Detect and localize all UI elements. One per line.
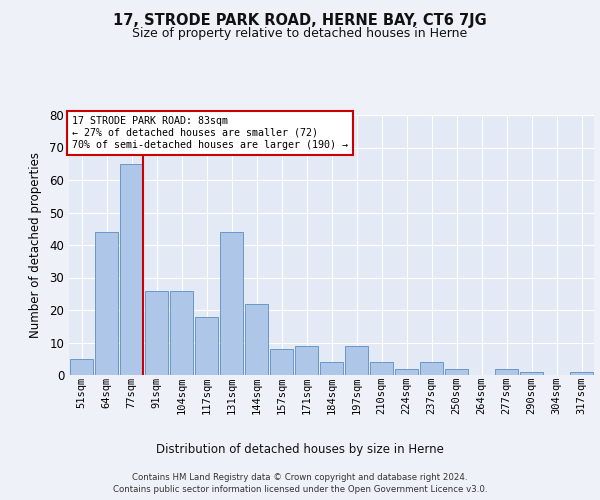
Bar bbox=[119, 164, 143, 375]
Bar bbox=[370, 362, 394, 375]
Bar bbox=[170, 290, 193, 375]
Text: Contains public sector information licensed under the Open Government Licence v3: Contains public sector information licen… bbox=[113, 485, 487, 494]
Bar bbox=[95, 232, 118, 375]
Bar bbox=[569, 372, 593, 375]
Y-axis label: Number of detached properties: Number of detached properties bbox=[29, 152, 43, 338]
Bar bbox=[194, 316, 218, 375]
Text: Contains HM Land Registry data © Crown copyright and database right 2024.: Contains HM Land Registry data © Crown c… bbox=[132, 472, 468, 482]
Bar bbox=[344, 346, 368, 375]
Text: Size of property relative to detached houses in Herne: Size of property relative to detached ho… bbox=[133, 28, 467, 40]
Text: Distribution of detached houses by size in Herne: Distribution of detached houses by size … bbox=[156, 442, 444, 456]
Bar bbox=[520, 372, 544, 375]
Bar bbox=[245, 304, 268, 375]
Bar bbox=[419, 362, 443, 375]
Text: 17 STRODE PARK ROAD: 83sqm
← 27% of detached houses are smaller (72)
70% of semi: 17 STRODE PARK ROAD: 83sqm ← 27% of deta… bbox=[71, 116, 347, 150]
Bar bbox=[395, 368, 418, 375]
Bar bbox=[220, 232, 244, 375]
Bar bbox=[445, 368, 469, 375]
Text: 17, STRODE PARK ROAD, HERNE BAY, CT6 7JG: 17, STRODE PARK ROAD, HERNE BAY, CT6 7JG bbox=[113, 12, 487, 28]
Bar bbox=[494, 368, 518, 375]
Bar bbox=[295, 346, 319, 375]
Bar bbox=[320, 362, 343, 375]
Bar bbox=[145, 290, 169, 375]
Bar bbox=[269, 349, 293, 375]
Bar bbox=[70, 359, 94, 375]
